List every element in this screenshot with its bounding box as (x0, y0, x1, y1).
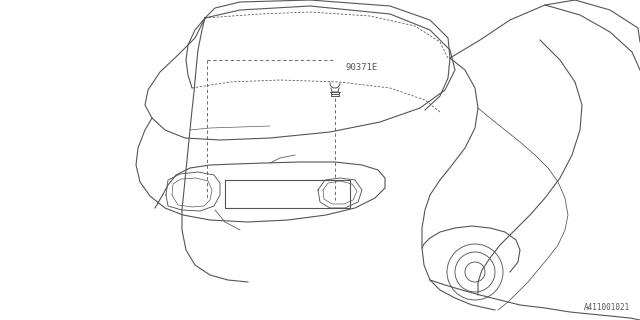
Text: 90371E: 90371E (345, 63, 377, 72)
Text: A411001021: A411001021 (584, 303, 630, 312)
